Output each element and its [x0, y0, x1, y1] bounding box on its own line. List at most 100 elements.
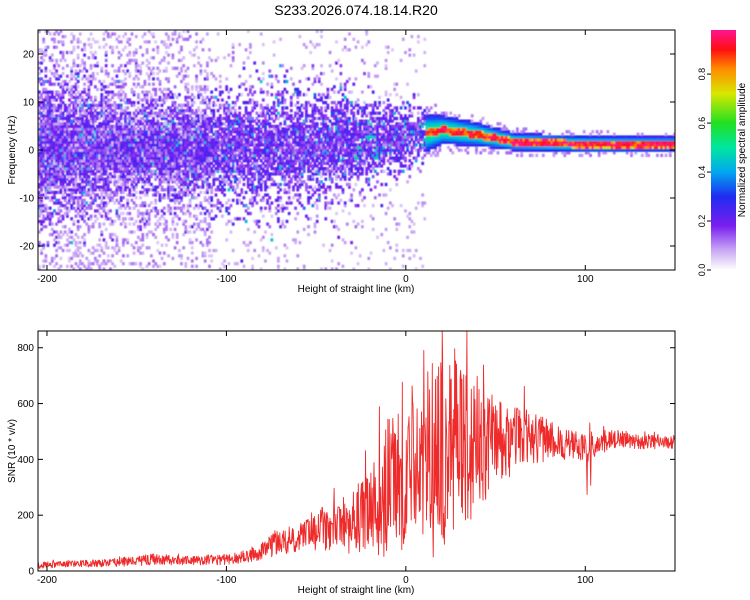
spectrogram-cell — [182, 222, 186, 226]
spectrogram-cell — [134, 161, 138, 166]
spectrogram-cell — [145, 246, 149, 250]
spectrogram-cell — [277, 138, 280, 142]
spectrogram-cell — [57, 206, 61, 210]
spectrogram-cell — [38, 153, 41, 158]
spectrogram-cell — [242, 124, 246, 129]
spectrogram-cell — [190, 145, 194, 150]
spectrogram-cell — [124, 72, 127, 76]
spectrogram-cell — [98, 130, 102, 134]
spectrogram-cell — [154, 159, 158, 163]
spectrogram-cell — [40, 201, 43, 205]
spectrogram-cell — [158, 167, 162, 171]
spectrogram-cell — [233, 217, 237, 221]
spectrogram-cell — [91, 138, 95, 142]
spectrogram-cell — [81, 193, 84, 197]
spectrogram-cell — [70, 172, 74, 176]
spectrogram-cell — [255, 132, 259, 136]
spectrogram-cell — [244, 109, 248, 113]
spectrogram-cell — [281, 101, 285, 105]
spectrogram-cell — [89, 109, 93, 113]
spectrogram-cell — [279, 198, 282, 202]
spectrogram-cell — [72, 172, 76, 176]
spectrogram-cell — [287, 159, 291, 163]
spectrogram-cell — [70, 169, 74, 173]
spectrogram-cell — [261, 90, 265, 94]
spectrogram-cell — [74, 248, 78, 253]
spectrogram-cell — [246, 138, 250, 142]
spectrogram-cell — [171, 217, 175, 221]
spectrogram-cell — [210, 109, 214, 113]
spectrogram-cell — [46, 169, 50, 173]
spectrogram-cell — [85, 93, 89, 97]
spectrogram-cell — [180, 79, 183, 84]
spectrogram-cell — [46, 119, 50, 123]
spectrogram-cell — [186, 122, 190, 126]
spectrogram-cell — [199, 87, 203, 92]
spectrogram-cell — [44, 153, 48, 158]
spectrogram-cell — [98, 116, 102, 121]
spectrogram-cell — [272, 127, 276, 131]
spectrogram-cell — [124, 82, 127, 86]
spectrogram-cell — [201, 169, 205, 173]
spectrogram-cell — [225, 164, 229, 168]
spectrogram-cell — [137, 156, 140, 160]
spectrogram-cell — [76, 116, 80, 121]
spectrogram-cell — [111, 164, 114, 168]
spectrogram-cell — [106, 138, 110, 142]
spectrogram-cell — [145, 114, 149, 118]
spectrogram-cell — [152, 138, 155, 142]
spectrogram-cell — [122, 161, 125, 166]
spectrogram-cell — [186, 90, 190, 94]
spectrogram-cell — [98, 204, 102, 208]
spectrogram-cell — [283, 161, 287, 166]
spectrogram-cell — [289, 77, 293, 81]
spectrogram-cell — [296, 151, 300, 155]
spectrogram-cell — [167, 161, 170, 166]
spectrogram-cell — [158, 132, 162, 136]
spectrogram-cell — [186, 177, 190, 181]
spectrogram-cell — [178, 159, 181, 163]
spectrogram-cell — [61, 135, 65, 139]
spectrogram-cell — [78, 188, 82, 192]
spectrogram-cell — [201, 251, 205, 255]
spectrogram-cell — [154, 138, 158, 142]
spectrogram-cell — [63, 35, 67, 39]
spectrogram-cell — [216, 167, 220, 171]
spectrogram-cell — [162, 217, 166, 221]
spectrogram-cell — [78, 153, 82, 158]
spectrogram-cell — [137, 167, 140, 171]
spectrogram-cell — [145, 40, 149, 44]
spectrogram-cell — [221, 169, 224, 173]
spectrogram-cell — [83, 53, 86, 57]
spectrogram-cell — [242, 169, 246, 173]
spectrogram-cell — [218, 74, 222, 78]
spectrogram-cell — [268, 74, 272, 78]
spectrogram-cell — [106, 145, 110, 150]
spectrogram-cell — [91, 143, 95, 147]
spectrogram-cell — [74, 243, 78, 247]
spectrogram-cell — [197, 143, 201, 147]
spectrogram-cell — [124, 177, 127, 181]
spectrogram-cell — [113, 103, 117, 107]
spectrogram-cell — [74, 109, 78, 113]
spectrogram-cell — [233, 135, 237, 139]
spectrogram-cell — [268, 122, 272, 126]
spectrogram-cell — [117, 66, 121, 70]
spectrogram-cell — [197, 138, 201, 142]
spectrogram-cell — [156, 124, 160, 129]
spectrogram-cell — [100, 143, 104, 147]
spectrogram-cell — [83, 98, 86, 102]
spectrogram-cell — [188, 156, 192, 160]
spectrogram-cell — [109, 45, 112, 49]
spectrogram-cell — [72, 45, 76, 49]
spectrogram-cell — [134, 58, 138, 63]
spectrogram-cell — [195, 227, 198, 232]
spectrogram-cell — [128, 153, 132, 158]
spectrogram-cell — [109, 140, 112, 144]
spectrogram-cell — [70, 143, 74, 147]
spectrogram-cell — [102, 222, 106, 226]
spectrogram-cell — [274, 124, 278, 129]
spectrogram-cell — [184, 225, 188, 229]
spectrogram-cell — [173, 153, 177, 158]
spectrogram-cell — [203, 132, 207, 136]
